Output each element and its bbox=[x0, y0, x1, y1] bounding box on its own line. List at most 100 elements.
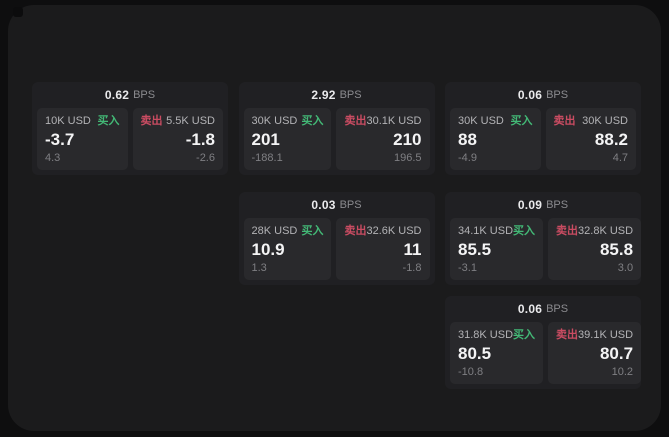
sell-size: 30K USD bbox=[582, 115, 628, 127]
sell-size: 30.1K USD bbox=[366, 115, 422, 127]
sell-side-label: 卖出 bbox=[344, 225, 367, 237]
sell-panel-top: 卖出 39.1K USD bbox=[556, 329, 633, 341]
buy-size: 30K USD bbox=[251, 115, 298, 127]
quote-card: 0.06 BPS 30K USD 买入 88 -4.9 卖出 30K USD 8… bbox=[445, 82, 641, 175]
app-window: 0.62 BPS 10K USD 买入 -3.7 4.3 卖出 5.5K USD… bbox=[8, 5, 661, 431]
sell-panel-top: 卖出 30.1K USD bbox=[344, 115, 421, 127]
bps-unit-label: BPS bbox=[133, 89, 156, 101]
sell-quote-panel[interactable]: 卖出 5.5K USD -1.8 -2.6 bbox=[132, 108, 223, 170]
sell-price: 88.2 bbox=[594, 129, 628, 149]
quote-panels: 10K USD 买入 -3.7 4.3 卖出 5.5K USD -1.8 -2.… bbox=[32, 108, 228, 175]
buy-panel-top: 34.1K USD 买入 bbox=[458, 225, 535, 237]
buy-delta: -4.9 bbox=[458, 152, 477, 164]
sell-delta: 4.7 bbox=[612, 152, 628, 164]
buy-price: 201 bbox=[251, 129, 280, 149]
buy-delta: 1.3 bbox=[251, 262, 267, 274]
sell-size: 5.5K USD bbox=[166, 115, 215, 127]
buy-panel-top: 30K USD 买入 bbox=[252, 115, 324, 127]
quote-card: 0.03 BPS 28K USD 买入 10.9 1.3 卖出 32.6K US… bbox=[238, 192, 435, 285]
quote-panels: 30K USD 买入 201 -188.1 卖出 30.1K USD 210 1… bbox=[239, 108, 435, 175]
quote-card: 0.09 BPS 34.1K USD 买入 85.5 -3.1 卖出 32.8K… bbox=[445, 192, 642, 285]
quote-card: 0.62 BPS 10K USD 买入 -3.7 4.3 卖出 5.5K USD… bbox=[32, 82, 228, 175]
buy-side-label: 买入 bbox=[510, 115, 533, 127]
quote-card: 0.06 BPS 31.8K USD 买入 80.5 -10.8 卖出 39.1… bbox=[445, 296, 642, 389]
buy-size: 31.8K USD bbox=[458, 329, 514, 341]
sell-delta: 3.0 bbox=[617, 262, 634, 274]
sell-panel-top: 卖出 5.5K USD bbox=[141, 115, 216, 127]
buy-price: 80.5 bbox=[458, 343, 492, 363]
buy-quote-panel[interactable]: 28K USD 买入 10.9 1.3 bbox=[243, 218, 332, 280]
card-header: 0.06 BPS bbox=[445, 296, 641, 322]
buy-side-label: 买入 bbox=[97, 115, 120, 127]
sell-price: -1.8 bbox=[185, 129, 215, 149]
bps-unit-label: BPS bbox=[339, 199, 362, 211]
buy-side-label: 买入 bbox=[301, 225, 324, 237]
quote-cards-grid: 0.62 BPS 10K USD 买入 -3.7 4.3 卖出 5.5K USD… bbox=[8, 5, 661, 431]
buy-price: -3.7 bbox=[45, 129, 75, 149]
buy-size: 28K USD bbox=[251, 225, 298, 237]
buy-size: 34.1K USD bbox=[458, 225, 514, 237]
buy-quote-panel[interactable]: 31.8K USD 买入 80.5 -10.8 bbox=[450, 322, 544, 384]
buy-delta: 4.3 bbox=[45, 152, 61, 164]
sell-quote-panel[interactable]: 卖出 39.1K USD 80.7 10.2 bbox=[548, 322, 642, 384]
card-header: 0.62 BPS bbox=[32, 82, 228, 108]
sell-size: 32.8K USD bbox=[578, 225, 634, 237]
sell-delta: 196.5 bbox=[393, 152, 422, 164]
sell-side-label: 卖出 bbox=[344, 115, 367, 127]
quote-panels: 31.8K USD 买入 80.5 -10.8 卖出 39.1K USD 80.… bbox=[445, 322, 642, 389]
sell-quote-panel[interactable]: 卖出 32.6K USD 11 -1.8 bbox=[336, 218, 430, 280]
sell-side-label: 卖出 bbox=[556, 329, 579, 341]
buy-quote-panel[interactable]: 34.1K USD 买入 85.5 -3.1 bbox=[450, 218, 544, 280]
buy-quote-panel[interactable]: 10K USD 买入 -3.7 4.3 bbox=[37, 108, 128, 170]
bps-value: 0.06 bbox=[517, 88, 543, 102]
sell-quote-panel[interactable]: 卖出 30.1K USD 210 196.5 bbox=[336, 108, 430, 170]
buy-quote-panel[interactable]: 30K USD 买入 88 -4.9 bbox=[450, 108, 541, 170]
bps-unit-label: BPS bbox=[546, 89, 569, 101]
buy-panel-top: 10K USD 买入 bbox=[45, 115, 120, 127]
bps-value: 0.06 bbox=[517, 302, 543, 316]
buy-size: 30K USD bbox=[458, 115, 504, 127]
quote-card: 2.92 BPS 30K USD 买入 201 -188.1 卖出 30.1K … bbox=[238, 82, 435, 175]
bps-value: 2.92 bbox=[311, 88, 336, 102]
buy-price: 10.9 bbox=[251, 239, 285, 259]
card-header: 0.09 BPS bbox=[445, 192, 641, 218]
buy-side-label: 买入 bbox=[513, 329, 536, 341]
buy-price: 85.5 bbox=[458, 239, 492, 259]
sell-quote-panel[interactable]: 卖出 30K USD 88.2 4.7 bbox=[545, 108, 636, 170]
buy-panel-top: 28K USD 买入 bbox=[252, 225, 324, 237]
sell-side-label: 卖出 bbox=[556, 225, 579, 237]
buy-delta: -188.1 bbox=[251, 152, 283, 164]
buy-delta: -3.1 bbox=[458, 262, 477, 274]
buy-side-label: 买入 bbox=[513, 225, 536, 237]
sell-price: 11 bbox=[403, 239, 422, 259]
card-header: 0.03 BPS bbox=[239, 192, 435, 218]
bps-unit-label: BPS bbox=[339, 89, 362, 101]
card-header: 2.92 BPS bbox=[239, 82, 435, 108]
buy-panel-top: 31.8K USD 买入 bbox=[458, 329, 535, 341]
app-logo-icon[interactable] bbox=[13, 7, 23, 17]
buy-panel-top: 30K USD 买入 bbox=[458, 115, 533, 127]
buy-quote-panel[interactable]: 30K USD 买入 201 -188.1 bbox=[243, 108, 332, 170]
sell-price: 210 bbox=[393, 129, 422, 149]
quote-panels: 34.1K USD 买入 85.5 -3.1 卖出 32.8K USD 85.8… bbox=[445, 218, 642, 285]
sell-panel-top: 卖出 32.6K USD bbox=[344, 225, 421, 237]
sell-size: 32.6K USD bbox=[366, 225, 422, 237]
quote-panels: 30K USD 买入 88 -4.9 卖出 30K USD 88.2 4.7 bbox=[445, 108, 641, 175]
sell-price: 85.8 bbox=[599, 239, 634, 259]
quote-panels: 28K USD 买入 10.9 1.3 卖出 32.6K USD 11 -1.8 bbox=[239, 218, 435, 285]
bps-value: 0.03 bbox=[311, 198, 336, 212]
bps-unit-label: BPS bbox=[546, 199, 569, 211]
sell-panel-top: 卖出 30K USD bbox=[554, 115, 629, 127]
card-header: 0.06 BPS bbox=[445, 82, 641, 108]
buy-delta: -10.8 bbox=[458, 366, 484, 378]
bps-unit-label: BPS bbox=[546, 303, 569, 315]
buy-price: 88 bbox=[458, 129, 477, 149]
buy-size: 10K USD bbox=[45, 115, 91, 127]
buy-side-label: 买入 bbox=[301, 115, 324, 127]
sell-side-label: 卖出 bbox=[553, 115, 576, 127]
sell-delta: 10.2 bbox=[611, 366, 634, 378]
sell-size: 39.1K USD bbox=[578, 329, 634, 341]
sell-side-label: 卖出 bbox=[140, 115, 163, 127]
sell-delta: -2.6 bbox=[196, 152, 215, 164]
sell-quote-panel[interactable]: 卖出 32.8K USD 85.8 3.0 bbox=[548, 218, 642, 280]
